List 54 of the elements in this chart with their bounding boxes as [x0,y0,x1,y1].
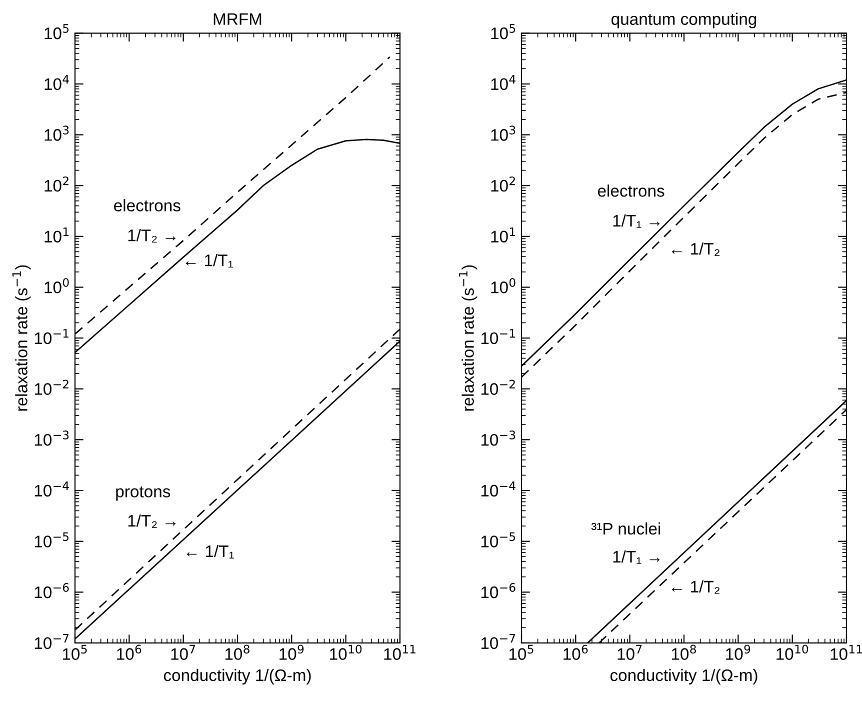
x-tick-label: 10$^{7}$ [618,644,642,660]
annotation: ← 1/T₁ [186,544,234,558]
y-tick-label: 10$^{−1}$ [481,329,515,344]
y-tick-label: 10$^{3}$ [491,126,516,141]
y-tick-label: 10$^{0}$ [44,278,69,294]
annotation: ← 1/T₂ [672,242,720,256]
x-tick-label: 10$^{7}$ [171,644,196,660]
y-tick-label: 10$^{1}$ [491,227,516,242]
annotation: protons [116,486,170,501]
annotation: 1/T₂ → [128,229,176,243]
y-tick-label: 10$^{−2}$ [34,380,68,395]
annotation: ³¹P nuclei [591,522,660,535]
y-tick-label: 10$^{−5}$ [481,532,516,548]
y-tick-label: 10$^{−2}$ [481,380,515,395]
y-tick-label: 10$^{−6}$ [34,583,69,598]
chart-title: quantum computing [612,12,756,28]
annotation: ← 1/T₁ [186,254,233,268]
x-tick-label: 10$^{10}$ [776,644,808,660]
x-tick-label: 10$^{11}$ [384,644,416,660]
y-tick-label: 10$^{−5}$ [34,532,69,548]
x-tick-label: 10$^{11}$ [830,644,862,660]
x-tick-label: 10$^{6}$ [564,644,588,660]
x-tick-label: 10$^{8}$ [225,644,250,660]
x-axis-title: conductivity 1/(Ω-m) [610,668,758,684]
annotation: 1/T₂ → [128,514,176,528]
annotation: 1/T₁ → [613,214,660,228]
y-tick-label: 10$^{1}$ [44,227,69,242]
y-axis-title: relaxation rate (s$^{−1}$) [458,265,478,411]
chart-title: MRFM [214,13,262,25]
annotation: ← 1/T₂ [672,580,720,594]
x-tick-label: 10$^{9}$ [280,644,304,660]
y-axis-title: relaxation rate (s$^{−1}$) [12,265,31,411]
x-axis-title: conductivity 1/(Ω-m) [164,668,311,684]
x-tick-label: 10$^{10}$ [330,644,362,660]
annotation: electrons [114,199,180,212]
x-tick-label: 10$^{8}$ [672,644,696,660]
y-tick-label: 10$^{−3}$ [34,430,69,446]
y-tick-label: 10$^{4}$ [491,74,516,90]
x-tick-label: 10$^{6}$ [117,644,142,660]
y-tick-label: 10$^{5}$ [44,24,69,40]
y-tick-label: 10$^{−6}$ [481,583,516,598]
y-tick-label: 10$^{2}$ [44,176,68,192]
y-tick-label: 10$^{2}$ [491,176,515,192]
y-tick-label: 10$^{−1}$ [34,329,68,344]
y-tick-label: 10$^{0}$ [491,278,516,294]
annotation: 1/T₁ → [613,550,660,564]
x-tick-label: 10$^{9}$ [726,644,750,660]
annotation: electrons [598,184,664,197]
y-tick-label: 10$^{−4}$ [34,482,69,497]
y-tick-label: 10$^{4}$ [44,74,69,90]
y-tick-label: 10$^{−4}$ [481,482,516,497]
y-tick-label: 10$^{5}$ [491,24,516,40]
y-tick-label: 10$^{−3}$ [481,430,516,446]
y-tick-label: 10$^{3}$ [44,126,69,141]
